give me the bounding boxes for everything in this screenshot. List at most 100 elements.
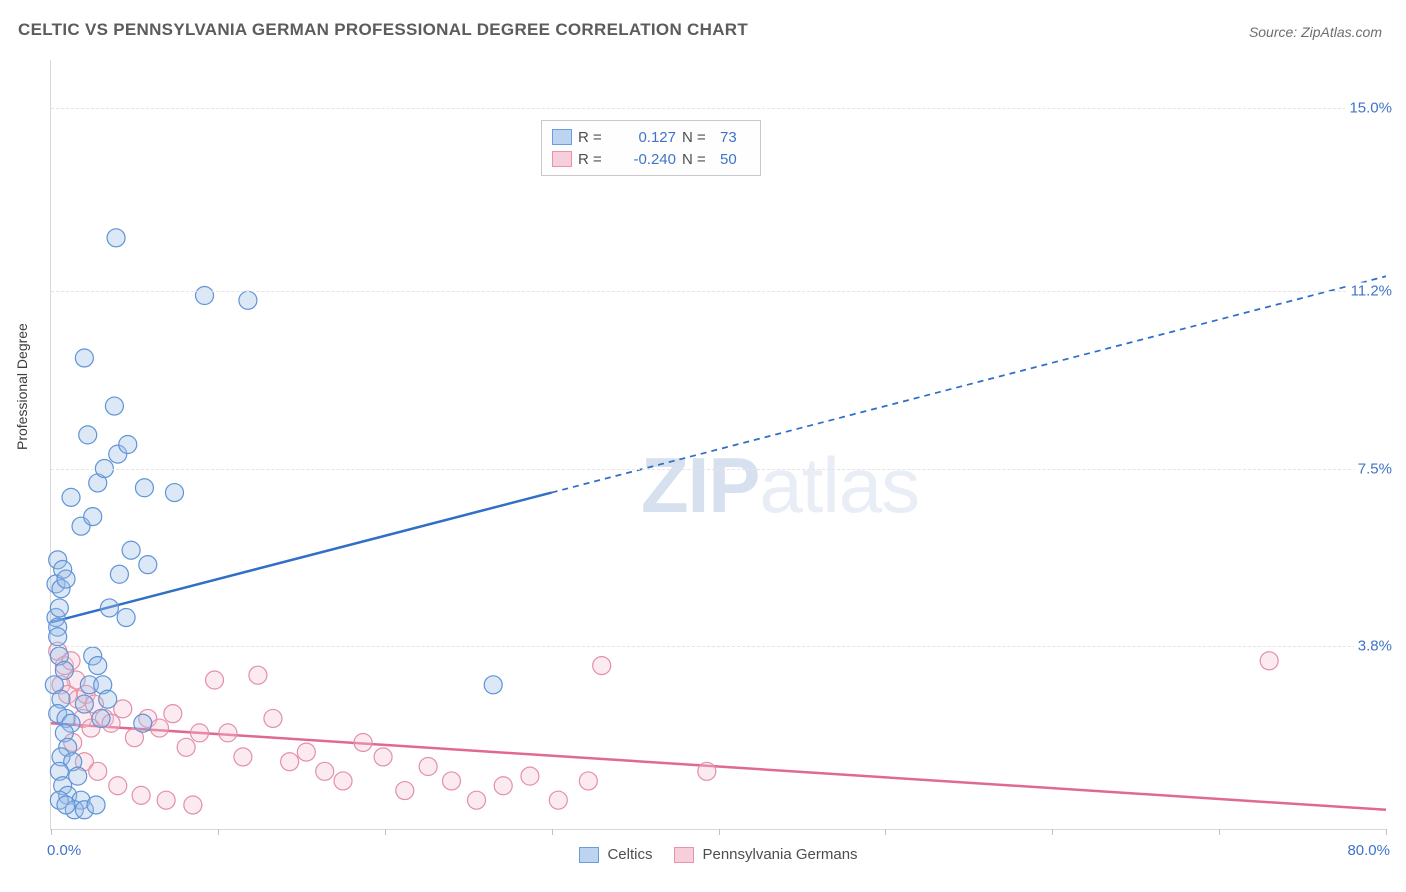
point-pagermans [157, 791, 175, 809]
swatch-blue-icon [552, 129, 572, 145]
x-tick [385, 829, 386, 835]
x-tick [552, 829, 553, 835]
legend-row-pagermans: R = -0.240 N = 50 [552, 148, 750, 170]
correlation-legend: R = 0.127 N = 73 R = -0.240 N = 50 [541, 120, 761, 176]
x-tick [218, 829, 219, 835]
point-celtics [110, 565, 128, 583]
gridline-label: 11.2% [1347, 282, 1392, 299]
point-celtics [119, 436, 137, 454]
point-celtics [135, 479, 153, 497]
point-pagermans [443, 772, 461, 790]
point-celtics [239, 291, 257, 309]
point-pagermans [219, 724, 237, 742]
point-pagermans [1260, 652, 1278, 670]
point-pagermans [191, 724, 209, 742]
point-celtics [49, 628, 67, 646]
legend-row-celtics: R = 0.127 N = 73 [552, 126, 750, 148]
point-pagermans [521, 767, 539, 785]
point-celtics [107, 229, 125, 247]
point-celtics [484, 676, 502, 694]
point-pagermans [334, 772, 352, 790]
point-celtics [79, 426, 97, 444]
point-pagermans [184, 796, 202, 814]
point-celtics [89, 657, 107, 675]
point-celtics [50, 599, 68, 617]
legend-label-celtics: Celtics [607, 846, 652, 863]
y-axis-label: Professional Degree [14, 323, 30, 450]
point-celtics [75, 695, 93, 713]
point-celtics [100, 599, 118, 617]
point-pagermans [109, 777, 127, 795]
n-label: N = [682, 151, 714, 168]
point-pagermans [150, 719, 168, 737]
legend-item-celtics: Celtics [579, 846, 652, 863]
point-pagermans [549, 791, 567, 809]
gridline [51, 469, 1386, 470]
point-celtics [196, 287, 214, 305]
point-pagermans [249, 666, 267, 684]
point-pagermans [281, 753, 299, 771]
legend-label-pagermans: Pennsylvania Germans [702, 846, 857, 863]
point-celtics [84, 508, 102, 526]
chart-title: CELTIC VS PENNSYLVANIA GERMAN PROFESSION… [18, 20, 748, 40]
point-pagermans [264, 709, 282, 727]
n-value-celtics: 73 [720, 129, 750, 146]
point-pagermans [316, 762, 334, 780]
swatch-blue-icon [579, 847, 599, 863]
series-legend: Celtics Pennsylvania Germans [51, 846, 1386, 863]
n-value-pagermans: 50 [720, 151, 750, 168]
x-tick [719, 829, 720, 835]
scatter-plot: ZIPatlas 0.0% 80.0% R = 0.127 N = 73 R =… [50, 60, 1386, 830]
point-celtics [105, 397, 123, 415]
point-pagermans [132, 786, 150, 804]
r-label: R = [578, 151, 610, 168]
point-pagermans [177, 738, 195, 756]
n-label: N = [682, 129, 714, 146]
point-celtics [117, 609, 135, 627]
point-celtics [165, 484, 183, 502]
point-pagermans [354, 733, 372, 751]
point-celtics [87, 796, 105, 814]
point-pagermans [164, 705, 182, 723]
point-pagermans [579, 772, 597, 790]
r-value-celtics: 0.127 [616, 129, 676, 146]
swatch-pink-icon [552, 151, 572, 167]
x-tick [1052, 829, 1053, 835]
point-celtics [134, 714, 152, 732]
gridline [51, 291, 1386, 292]
point-pagermans [206, 671, 224, 689]
x-tick [885, 829, 886, 835]
point-celtics [57, 570, 75, 588]
x-tick [51, 829, 52, 835]
point-pagermans [297, 743, 315, 761]
trendline-pagermans [51, 723, 1386, 810]
point-pagermans [593, 657, 611, 675]
r-value-pagermans: -0.240 [616, 151, 676, 168]
point-celtics [139, 556, 157, 574]
point-pagermans [419, 758, 437, 776]
gridline-label: 15.0% [1345, 100, 1392, 117]
point-celtics [57, 796, 75, 814]
point-pagermans [374, 748, 392, 766]
point-pagermans [494, 777, 512, 795]
r-label: R = [578, 129, 610, 146]
point-pagermans [698, 762, 716, 780]
legend-item-pagermans: Pennsylvania Germans [674, 846, 857, 863]
point-pagermans [396, 782, 414, 800]
gridline-label: 7.5% [1354, 460, 1392, 477]
point-celtics [122, 541, 140, 559]
point-pagermans [89, 762, 107, 780]
x-tick [1219, 829, 1220, 835]
point-celtics [75, 349, 93, 367]
trendline-celtics-extrapolated [552, 276, 1386, 492]
point-celtics [99, 690, 117, 708]
point-pagermans [468, 791, 486, 809]
source-attribution: Source: ZipAtlas.com [1249, 24, 1382, 40]
x-tick [1386, 829, 1387, 835]
gridline-label: 3.8% [1354, 638, 1392, 655]
swatch-pink-icon [674, 847, 694, 863]
point-pagermans [234, 748, 252, 766]
point-celtics [62, 488, 80, 506]
gridline [51, 646, 1386, 647]
gridline [51, 108, 1386, 109]
